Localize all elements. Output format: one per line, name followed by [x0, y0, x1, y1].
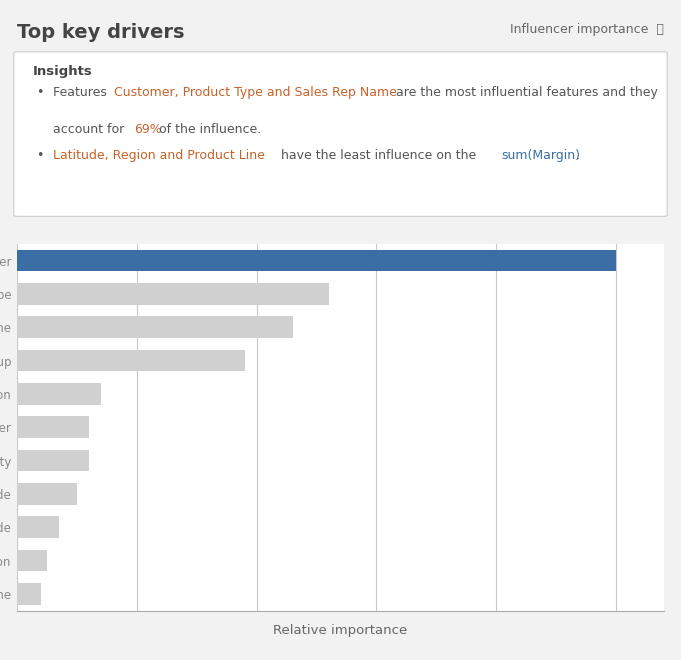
Bar: [17, 583, 41, 605]
Bar: [17, 550, 47, 572]
X-axis label: Relative importance: Relative importance: [273, 624, 408, 637]
Bar: [17, 249, 616, 271]
Text: Insights: Insights: [33, 65, 93, 78]
Bar: [17, 483, 77, 505]
Bar: [17, 316, 293, 338]
Bar: [17, 283, 328, 305]
Bar: [17, 516, 59, 538]
Text: 69%: 69%: [134, 123, 162, 136]
Bar: [17, 550, 47, 572]
Bar: [17, 449, 89, 471]
Bar: [17, 378, 664, 411]
Bar: [17, 344, 664, 378]
Bar: [17, 283, 328, 305]
Text: Influencer importance  ⓘ: Influencer importance ⓘ: [510, 23, 664, 36]
Bar: [17, 544, 664, 578]
Text: Top key drivers: Top key drivers: [17, 23, 185, 42]
Text: Features: Features: [52, 86, 110, 98]
Bar: [17, 477, 664, 511]
Bar: [17, 316, 293, 338]
Bar: [17, 244, 664, 277]
Bar: [17, 416, 89, 438]
Text: Customer, Product Type and Sales Rep Name: Customer, Product Type and Sales Rep Nam…: [114, 86, 396, 98]
Text: sum(Margin): sum(Margin): [501, 149, 580, 162]
Text: •: •: [37, 86, 44, 98]
Text: account for: account for: [52, 123, 128, 136]
Bar: [17, 383, 101, 405]
Bar: [17, 444, 664, 477]
Bar: [17, 311, 664, 344]
Text: have the least influence on the: have the least influence on the: [276, 149, 480, 162]
Bar: [17, 249, 616, 271]
FancyBboxPatch shape: [14, 52, 667, 216]
Bar: [17, 578, 664, 610]
Text: Latitude, Region and Product Line: Latitude, Region and Product Line: [52, 149, 264, 162]
Text: of the influence.: of the influence.: [155, 123, 261, 136]
Bar: [17, 416, 89, 438]
Text: are the most influential features and they: are the most influential features and th…: [392, 86, 658, 98]
Text: •: •: [37, 149, 44, 162]
Bar: [17, 511, 664, 544]
Bar: [17, 411, 664, 444]
Bar: [17, 483, 77, 505]
Bar: [17, 277, 664, 311]
Bar: [17, 583, 41, 605]
Bar: [17, 449, 89, 471]
Text: .: .: [575, 149, 580, 162]
Bar: [17, 350, 244, 372]
Bar: [17, 383, 101, 405]
Bar: [17, 350, 244, 372]
Bar: [17, 516, 59, 538]
